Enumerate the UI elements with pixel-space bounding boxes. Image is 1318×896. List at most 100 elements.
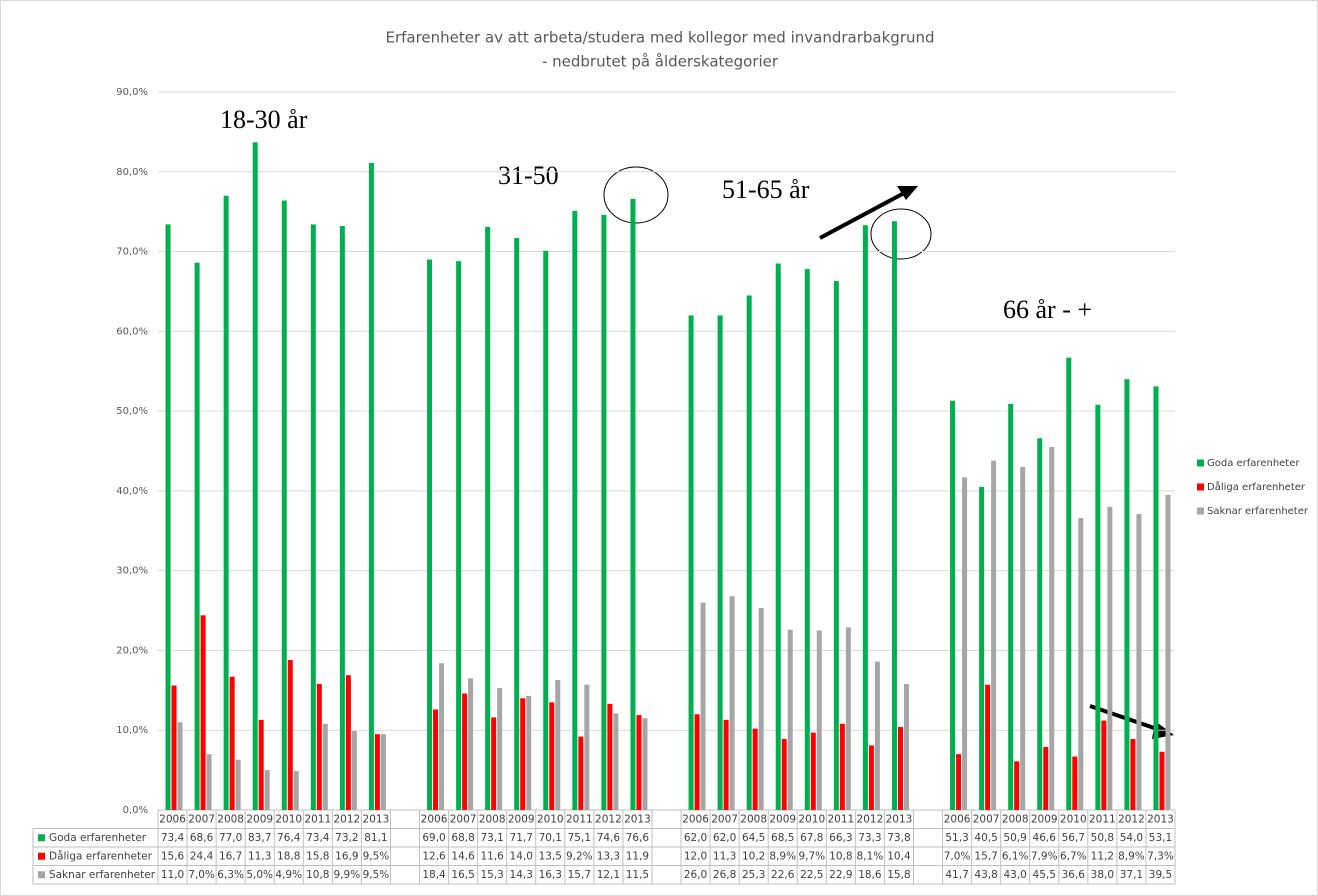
x-tick-label: 2010 <box>537 813 564 825</box>
table-cell: 83,7 <box>248 832 271 844</box>
table-cell: 15,7 <box>974 850 997 862</box>
table-cell: 13,5 <box>539 850 562 862</box>
bar <box>543 250 549 810</box>
table-cell: 8,1% <box>857 850 884 862</box>
table-cell: 14,6 <box>451 850 475 862</box>
table-cell: 7,9% <box>1031 850 1058 862</box>
table-cell: 73,4 <box>161 832 185 844</box>
table-cell: 62,0 <box>713 832 736 844</box>
table-cell: 50,9 <box>1003 832 1026 844</box>
bar <box>1078 518 1084 810</box>
table-cell: 8,9% <box>769 850 796 862</box>
table-cell: 67,8 <box>800 832 823 844</box>
bar <box>1130 738 1136 810</box>
bar <box>572 210 578 810</box>
bar <box>717 315 723 810</box>
table-cell: 10,8 <box>306 869 329 881</box>
bar <box>1008 403 1014 810</box>
legend-key <box>1197 483 1204 491</box>
bar <box>950 400 956 810</box>
bar <box>497 687 503 810</box>
bar <box>380 734 386 810</box>
table-cell: 18,8 <box>277 850 300 862</box>
bar <box>223 195 229 810</box>
bar <box>200 615 206 810</box>
bar <box>1124 379 1130 810</box>
bar <box>1020 466 1026 810</box>
bar <box>194 262 200 810</box>
bar <box>601 214 607 810</box>
table-cell: 14,0 <box>510 850 533 862</box>
table-cell: 46,6 <box>1033 832 1057 844</box>
bar <box>339 226 345 810</box>
table-cell: 6,1% <box>1002 850 1029 862</box>
table-cell: 68,6 <box>190 832 214 844</box>
table-cell: 73,1 <box>480 832 503 844</box>
chart-subtitle: - nedbrutet på ålderskategorier <box>542 53 779 71</box>
table-cell: 40,5 <box>974 832 997 844</box>
table-cell: 74,6 <box>597 832 621 844</box>
x-tick-label: 2007 <box>188 813 215 825</box>
table-key <box>38 871 45 879</box>
table-cell: 75,1 <box>568 832 591 844</box>
table-cell: 68,5 <box>771 832 794 844</box>
bar <box>310 224 316 811</box>
bar <box>862 225 868 810</box>
table-cell: 66,3 <box>829 832 852 844</box>
bar <box>816 630 822 810</box>
table-cell: 12,1 <box>597 869 620 881</box>
table-cell: 64,5 <box>742 832 765 844</box>
bar <box>1037 438 1043 810</box>
x-tick-label: 2009 <box>769 813 796 825</box>
x-tick-label: 2010 <box>1060 813 1087 825</box>
table-cell: 39,5 <box>1149 869 1172 881</box>
bar <box>514 237 520 810</box>
table-cell: 18,4 <box>422 869 446 881</box>
table-cell: 25,3 <box>742 869 765 881</box>
table-cell: 43,0 <box>1003 869 1026 881</box>
table-cell: 14,3 <box>510 869 533 881</box>
bar <box>1095 404 1101 810</box>
bar <box>258 719 264 810</box>
table-cell: 73,3 <box>858 832 881 844</box>
table-cell: 8,9% <box>1118 850 1145 862</box>
table-cell: 43,8 <box>974 869 997 881</box>
bar <box>956 754 962 810</box>
table-cell: 7,3% <box>1147 850 1174 862</box>
bar <box>874 661 880 810</box>
x-tick-label: 2009 <box>246 813 273 825</box>
bar <box>775 263 781 810</box>
x-tick-label: 2013 <box>363 813 390 825</box>
table-cell: 16,5 <box>451 869 474 881</box>
y-tick-label: 90,0% <box>116 87 148 98</box>
x-tick-label: 2010 <box>275 813 302 825</box>
x-tick-label: 2008 <box>1002 813 1029 825</box>
table-key <box>38 852 45 860</box>
bar <box>281 200 287 810</box>
bar <box>368 163 374 811</box>
x-tick-label: 2012 <box>595 813 622 825</box>
y-tick-label: 70,0% <box>116 247 148 258</box>
bar <box>316 683 322 810</box>
bar <box>787 629 793 810</box>
bar <box>1165 494 1171 810</box>
table-cell: 69,0 <box>422 832 445 844</box>
table-row-label: Goda erfarenheter <box>49 832 147 844</box>
legend-key <box>1197 507 1204 515</box>
bar <box>636 715 642 810</box>
bar <box>903 683 909 810</box>
bar <box>891 221 897 811</box>
bar <box>723 719 729 810</box>
chart-title: Erfarenheter av att arbeta/studera med k… <box>385 29 934 47</box>
bar <box>206 754 212 810</box>
circle <box>603 166 669 224</box>
table-cell: 12,6 <box>422 850 446 862</box>
bar <box>235 759 241 810</box>
annotation: 31-50 <box>498 161 559 190</box>
x-tick-label: 2006 <box>944 813 971 825</box>
x-tick-label: 2013 <box>624 813 651 825</box>
table-cell: 11,5 <box>626 869 649 881</box>
bar <box>584 684 590 810</box>
bar <box>351 731 357 810</box>
bar <box>287 660 293 810</box>
